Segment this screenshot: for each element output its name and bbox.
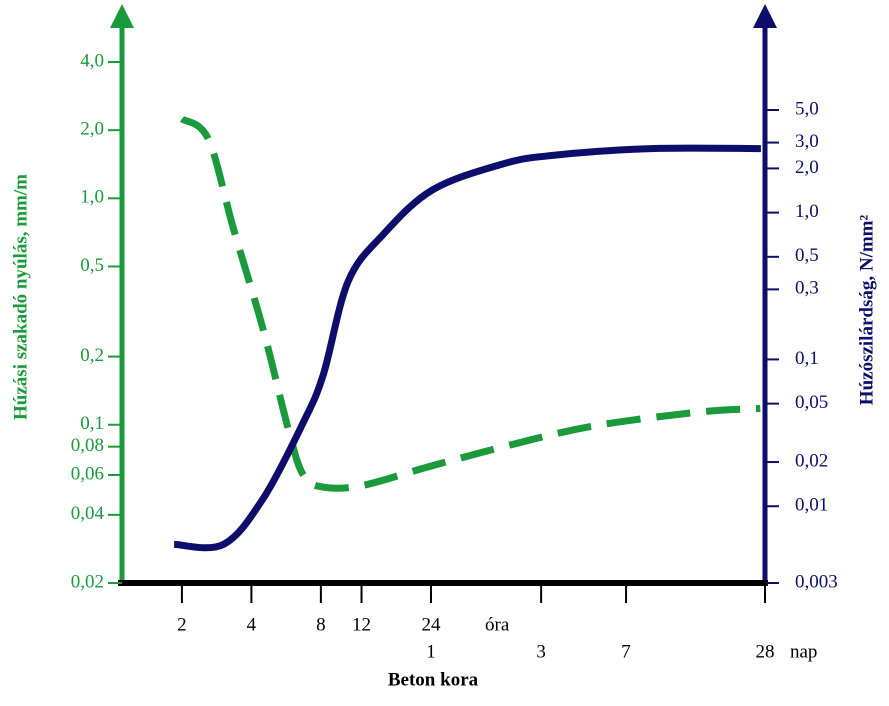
x-tick-label: 2: [177, 614, 187, 635]
y-tick-label: 0,08: [71, 435, 104, 456]
line-series: [179, 115, 761, 492]
y-axis-arrow: [110, 4, 134, 28]
y-tick-label: 0,06: [71, 463, 104, 484]
y2-axis-arrow: [753, 4, 777, 28]
x-axis-label: Beton kora: [388, 669, 479, 690]
y2-tick-label: 0,05: [795, 392, 828, 413]
x-tick-label: 3: [536, 641, 546, 662]
x-tick-label: 1: [426, 641, 436, 662]
y-tick-label: 0,2: [80, 345, 104, 366]
x-tick-label: 4: [247, 614, 257, 635]
x-tick-label: 7: [621, 641, 631, 662]
x-unit-label: óra: [485, 614, 510, 635]
y-tick-label: 0,1: [80, 413, 104, 434]
y2-tick-label: 0,02: [795, 450, 828, 471]
y2-tick-label: 2,0: [795, 157, 819, 178]
y2-tick-label: 0,003: [795, 571, 838, 592]
y2-tick-label: 0,01: [795, 495, 828, 516]
y2-axis-label: Húzószilárdság, N/mm²: [856, 214, 877, 405]
y2-tick-label: 3,0: [795, 131, 819, 152]
x-tick-label: 12: [352, 614, 371, 635]
y-tick-label: 0,02: [71, 571, 104, 592]
x-tick-label: 8: [316, 614, 326, 635]
y2-tick-label: 0,5: [795, 245, 819, 266]
y2-tick-label: 5,0: [795, 98, 819, 119]
y2-tick-label: 1,0: [795, 201, 819, 222]
y-tick-label: 2,0: [80, 119, 104, 140]
y-axis-label: Húzási szakadó nyúlás, mm/m: [10, 174, 31, 420]
y-tick-label: 1,0: [80, 187, 104, 208]
y2-tick-label: 0,3: [795, 278, 819, 299]
line-series: [173, 144, 761, 552]
y2-tick-label: 0,1: [795, 348, 819, 369]
y-tick-label: 4,0: [80, 50, 104, 71]
y-tick-label: 0,04: [71, 503, 105, 524]
x-unit-label: nap: [790, 641, 817, 662]
x-tick-label: 28: [756, 641, 775, 662]
x-tick-label: 24: [421, 614, 441, 635]
y-tick-label: 0,5: [80, 255, 104, 276]
